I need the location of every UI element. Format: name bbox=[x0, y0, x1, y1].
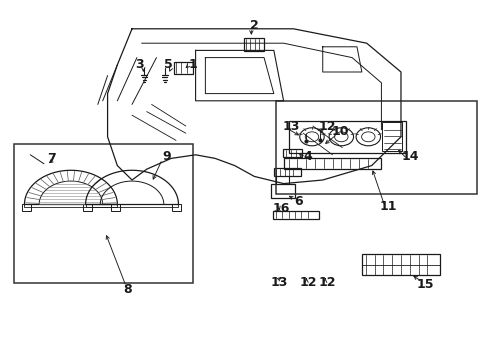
Bar bbox=[272, 211, 319, 219]
Text: 12: 12 bbox=[318, 120, 336, 132]
Text: 12: 12 bbox=[299, 276, 316, 289]
Text: 1: 1 bbox=[188, 58, 197, 71]
Bar bbox=[85, 204, 178, 207]
Text: 13: 13 bbox=[270, 276, 288, 289]
Text: 7: 7 bbox=[47, 152, 56, 165]
Text: 11: 11 bbox=[379, 201, 397, 213]
Text: 12: 12 bbox=[318, 276, 336, 289]
Bar bbox=[173, 62, 193, 74]
Bar bbox=[24, 204, 117, 207]
Text: 4: 4 bbox=[303, 150, 312, 163]
Bar bbox=[243, 38, 264, 51]
Text: 10: 10 bbox=[330, 125, 348, 138]
Text: 2: 2 bbox=[249, 19, 258, 32]
Bar bbox=[361, 254, 439, 275]
Bar bbox=[14, 144, 193, 283]
Bar bbox=[270, 184, 295, 198]
Bar bbox=[172, 204, 181, 211]
Text: 9: 9 bbox=[162, 150, 170, 163]
Text: 16: 16 bbox=[272, 202, 290, 215]
Text: 14: 14 bbox=[401, 150, 419, 163]
Text: 13: 13 bbox=[282, 120, 299, 132]
Text: 5: 5 bbox=[164, 58, 173, 71]
Bar bbox=[283, 158, 381, 169]
Bar bbox=[111, 204, 120, 211]
Text: 6: 6 bbox=[293, 195, 302, 208]
Text: 15: 15 bbox=[416, 278, 433, 291]
Bar bbox=[22, 204, 31, 211]
Bar bbox=[273, 168, 300, 176]
Text: 8: 8 bbox=[122, 283, 131, 296]
Bar bbox=[382, 122, 402, 151]
Text: 3: 3 bbox=[135, 58, 143, 71]
Bar bbox=[83, 204, 92, 211]
Bar bbox=[288, 121, 405, 153]
Bar bbox=[282, 149, 302, 157]
Bar bbox=[276, 101, 476, 194]
